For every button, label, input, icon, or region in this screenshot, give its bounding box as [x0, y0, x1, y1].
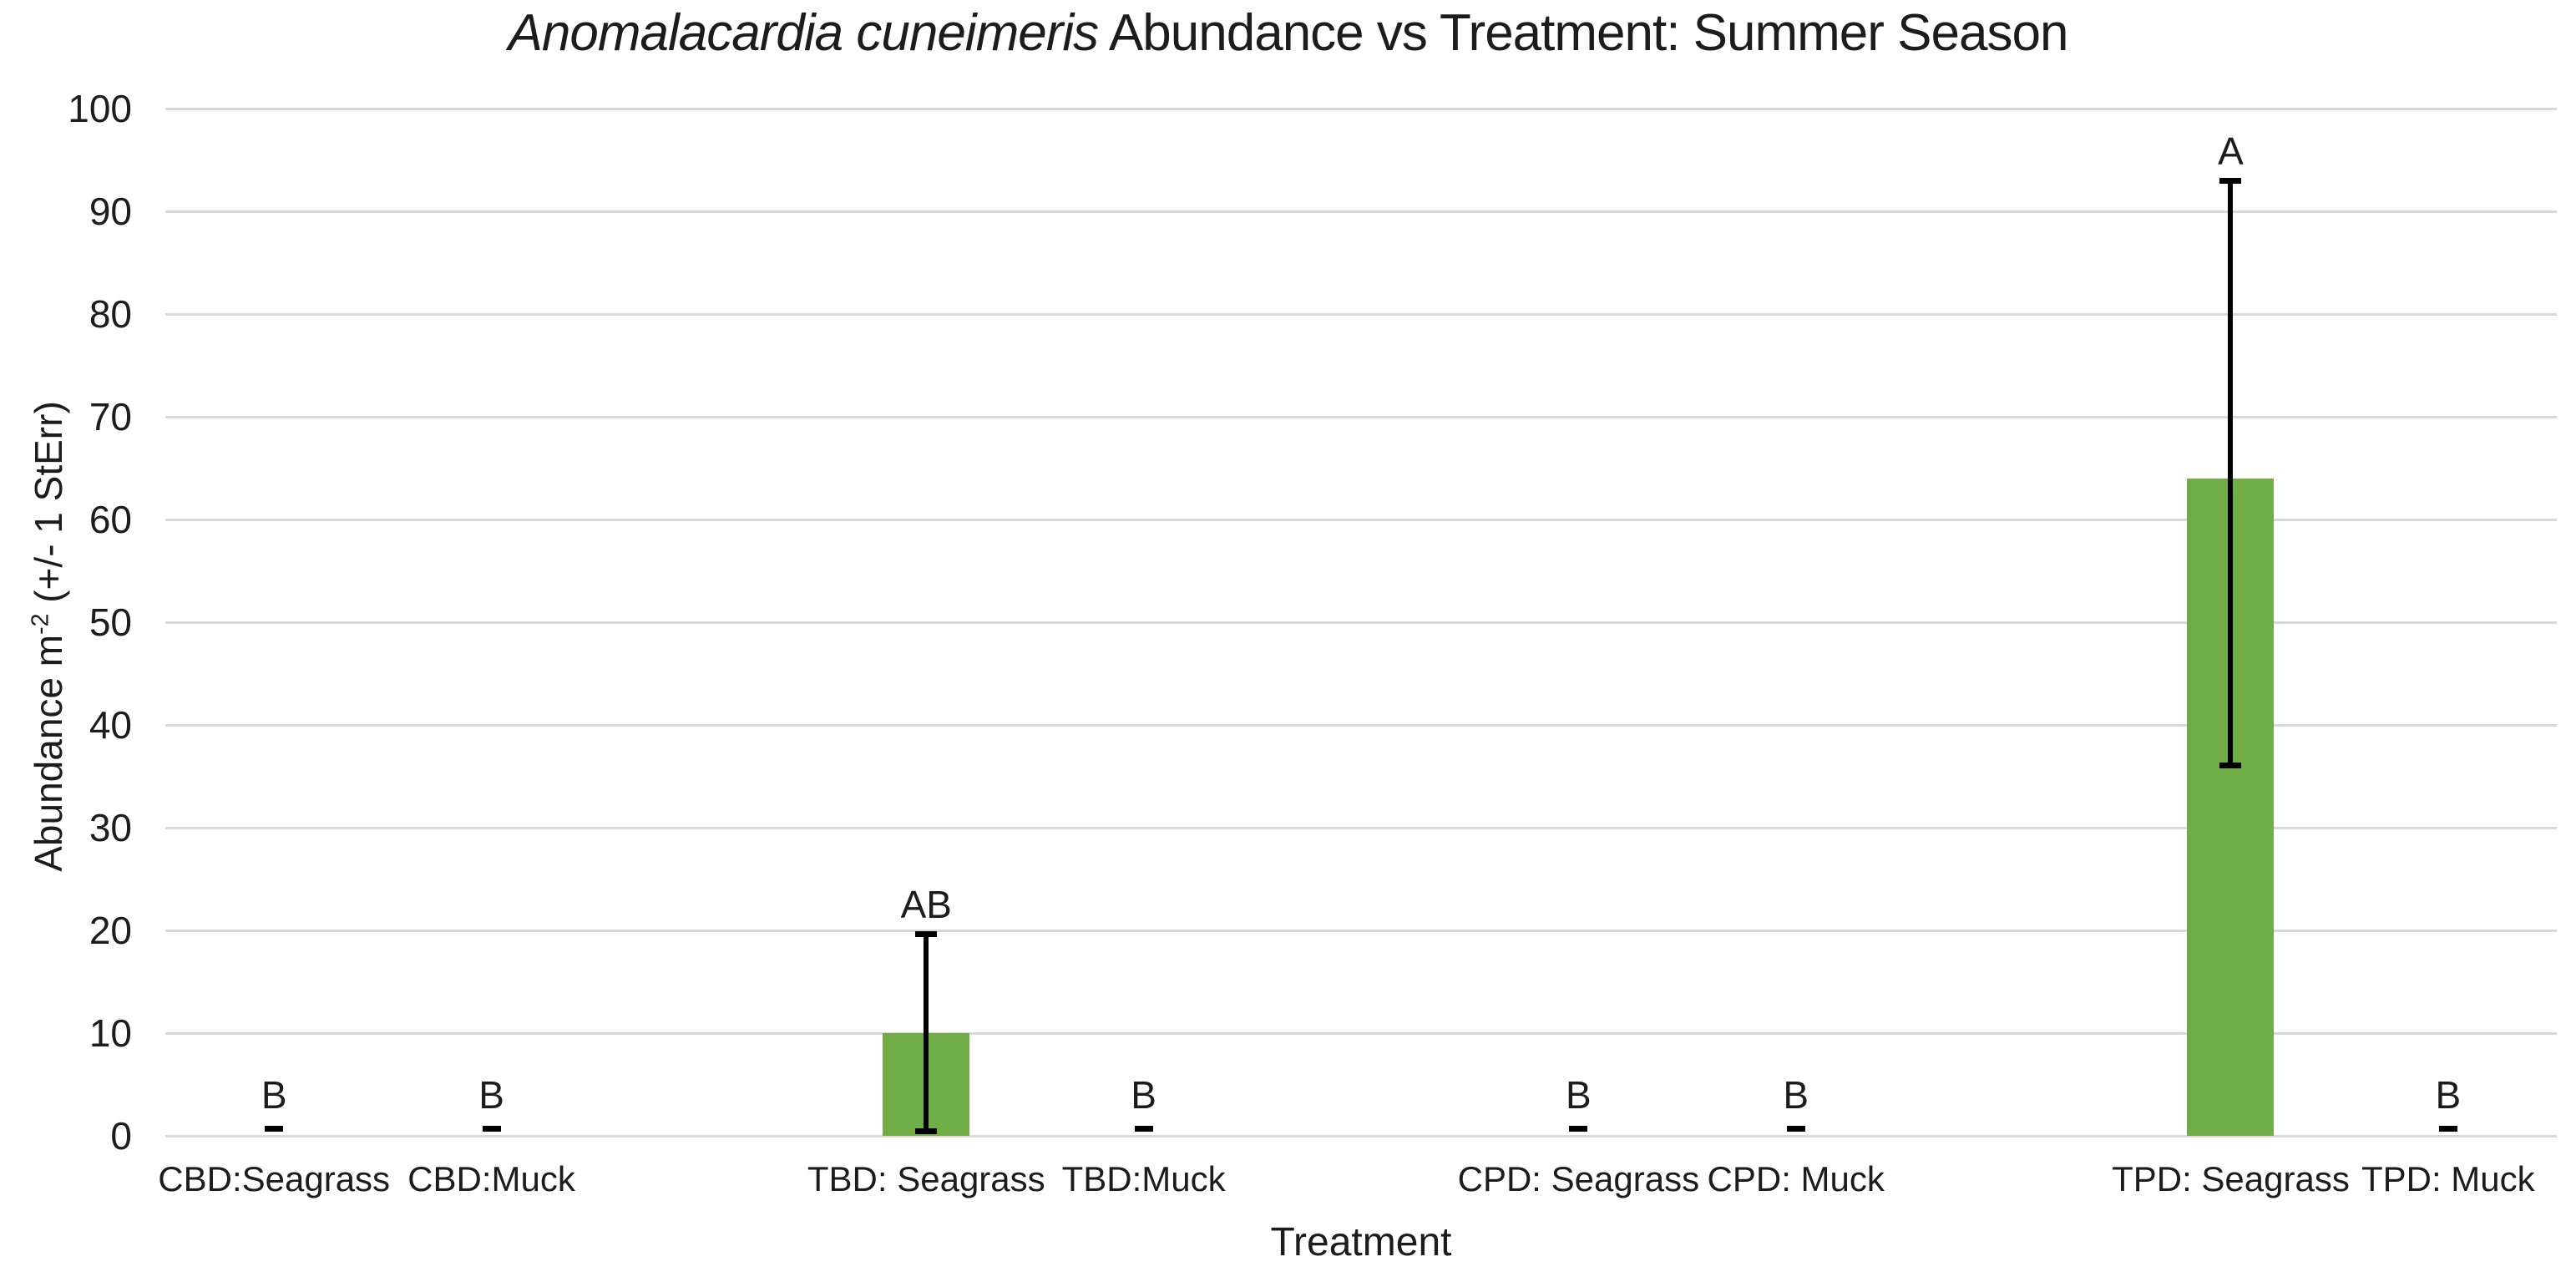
significance-letter: B [261, 1073, 287, 1117]
significance-letter: A [2218, 129, 2244, 174]
y-tick-label: 100 [68, 87, 132, 130]
significance-letter: B [478, 1073, 504, 1117]
gridline [165, 210, 2557, 213]
x-category-label: TBD: Seagrass [807, 1159, 1045, 1198]
chart-title: Anomalacardia cuneimeris Abundance vs Tr… [0, 3, 2576, 63]
gridline [165, 826, 2557, 829]
gridline [165, 107, 2557, 110]
error-bar-cap-bottom [915, 1128, 938, 1135]
error-bar-cap-top [915, 930, 938, 937]
x-category-label: CBD:Seagrass [158, 1159, 391, 1198]
gridline [165, 518, 2557, 521]
zero-error-dash [1569, 1126, 1588, 1132]
y-tick-label: 0 [110, 1114, 132, 1158]
x-category-label: CBD:Muck [407, 1159, 575, 1198]
gridline [165, 723, 2557, 727]
significance-letter: B [1566, 1073, 1592, 1117]
x-category-label: TBD:Muck [1061, 1159, 1226, 1198]
y-tick-label: 60 [89, 498, 132, 541]
gridline [165, 415, 2557, 418]
error-bar-cap-bottom [2219, 763, 2242, 769]
x-category-label: TPD: Muck [2361, 1159, 2535, 1198]
x-axis-line [165, 1134, 2557, 1138]
error-bar-cap-top [2219, 178, 2242, 185]
x-axis-title: Treatment [1270, 1220, 1452, 1264]
zero-error-dash [482, 1126, 501, 1132]
y-tick-label: 40 [89, 703, 132, 747]
y-tick-label: 80 [89, 292, 132, 336]
y-tick-label: 50 [89, 600, 132, 644]
error-bar [924, 933, 929, 1132]
gridline [165, 1031, 2557, 1035]
significance-letter: AB [900, 882, 952, 926]
x-category-label: CPD: Seagrass [1457, 1159, 1700, 1198]
y-tick-label: 90 [89, 190, 132, 233]
chart-title-species: Anomalacardia cuneimeris [508, 4, 1100, 62]
y-tick-label: 20 [89, 909, 132, 952]
zero-error-dash [265, 1126, 284, 1132]
x-category-label: CPD: Muck [1707, 1159, 1885, 1198]
y-tick-label: 70 [89, 395, 132, 438]
gridline [165, 312, 2557, 316]
significance-letter: B [2435, 1073, 2462, 1117]
y-tick-label: 10 [89, 1011, 132, 1055]
significance-letter: B [1131, 1073, 1156, 1117]
y-tick-label: 30 [89, 806, 132, 849]
significance-letter: B [1783, 1073, 1809, 1117]
gridline [165, 621, 2557, 624]
zero-error-dash [1134, 1126, 1153, 1132]
error-bar [2228, 180, 2234, 767]
zero-error-dash [1786, 1126, 1805, 1132]
x-category-label: TPD: Seagrass [2112, 1159, 2350, 1198]
chart-title-rest: Abundance vs Treatment: Summer Season [1098, 4, 2069, 62]
zero-error-dash [2438, 1126, 2457, 1132]
gridline [165, 929, 2557, 932]
